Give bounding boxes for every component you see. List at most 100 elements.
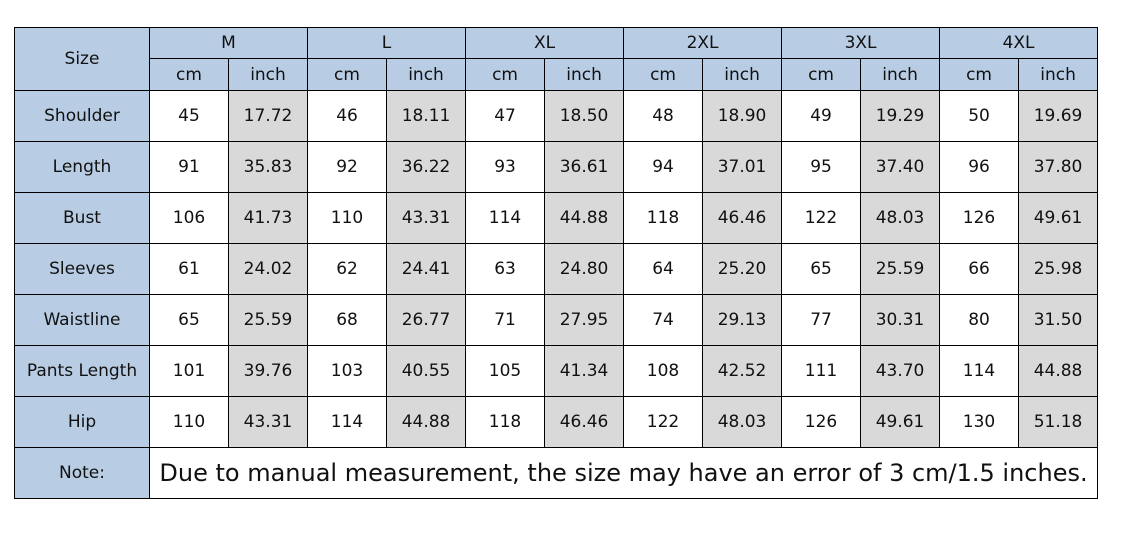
cell: 45 (149, 90, 229, 142)
cell: 29.13 (702, 294, 783, 346)
note-row: Note: Due to manual measurement, the size… (14, 447, 1099, 499)
size-header: Size (14, 27, 150, 91)
cell: 51.18 (1018, 396, 1099, 448)
measure-row: Waistline 65 25.59 68 26.77 71 27.95 74 29.13 77 3… (14, 294, 1099, 346)
cell: 96 (939, 141, 1020, 193)
cell: 126 (781, 396, 862, 448)
unit-label: inch (702, 58, 783, 91)
size-name: 3XL (781, 27, 941, 59)
row-label: Shoulder (14, 90, 150, 142)
size-name: XL (465, 27, 625, 59)
cell: 48 (623, 90, 704, 142)
unit-row: cm inch cm inch cm inch cm inch cm inch cm inch (15, 58, 1099, 91)
size-name: 2XL (623, 27, 783, 59)
cell: 43.31 (227, 396, 309, 448)
cell: 26.77 (386, 294, 467, 346)
cell: 48.03 (702, 396, 783, 448)
cell: 92 (307, 141, 388, 193)
cell: 48.03 (860, 192, 941, 244)
unit-label: cm (149, 58, 229, 91)
cell: 114 (465, 192, 546, 244)
cell: 37.01 (702, 141, 783, 193)
row-label: Pants Length (14, 345, 150, 397)
cell: 103 (307, 345, 388, 397)
cell: 46.46 (544, 396, 625, 448)
cell: 49 (781, 90, 862, 142)
unit-label: cm (465, 58, 546, 91)
cell: 93 (465, 141, 546, 193)
cell: 118 (623, 192, 704, 244)
cell: 42.52 (702, 345, 783, 397)
cell: 108 (623, 345, 704, 397)
cell: 64 (623, 243, 704, 295)
measure-row: Length 91 35.83 92 36.22 93 36.61 94 37.01 95 37.4… (14, 141, 1099, 193)
size-name: L (307, 27, 467, 59)
note-label: Note: (14, 447, 150, 499)
cell: 80 (939, 294, 1020, 346)
cell: 30.31 (860, 294, 941, 346)
cell: 101 (149, 345, 229, 397)
cell: 62 (307, 243, 388, 295)
cell: 36.61 (544, 141, 625, 193)
cell: 106 (149, 192, 229, 244)
header-row: Size M L XL 2XL 3XL 4XL (14, 27, 1099, 91)
cell: 111 (781, 345, 862, 397)
cell: 18.90 (702, 90, 783, 142)
cell: 94 (623, 141, 704, 193)
cell: 114 (307, 396, 388, 448)
measure-row: Pants Length 101 39.76 103 40.55 105 41.34 108 4… (14, 345, 1099, 397)
cell: 41.73 (227, 192, 309, 244)
cell: 25.20 (702, 243, 783, 295)
cell: 126 (939, 192, 1020, 244)
cell: 43.70 (860, 345, 941, 397)
measure-row: Shoulder 45 17.72 46 18.11 47 18.50 48 18.90 49 19… (14, 90, 1099, 142)
cell: 19.29 (860, 90, 941, 142)
cell: 35.83 (227, 141, 309, 193)
cell: 44.88 (544, 192, 625, 244)
cell: 18.50 (544, 90, 625, 142)
cell: 24.80 (544, 243, 625, 295)
cell: 25.59 (227, 294, 309, 346)
cell: 63 (465, 243, 546, 295)
unit-label: inch (860, 58, 941, 91)
cell: 46.46 (702, 192, 783, 244)
cell: 61 (149, 243, 229, 295)
cell: 27.95 (544, 294, 625, 346)
measure-row: Bust 106 41.73 110 43.31 114 44.88 118 46.46 122 4… (14, 192, 1099, 244)
cell: 118 (465, 396, 546, 448)
cell: 71 (465, 294, 546, 346)
unit-label: cm (307, 58, 388, 91)
cell: 65 (781, 243, 862, 295)
cell: 77 (781, 294, 862, 346)
cell: 24.02 (227, 243, 309, 295)
cell: 36.22 (386, 141, 467, 193)
cell: 49.61 (1018, 192, 1099, 244)
unit-label: inch (227, 58, 309, 91)
size-name: 4XL (939, 27, 1099, 59)
cell: 41.34 (544, 345, 625, 397)
cell: 65 (149, 294, 229, 346)
row-label: Bust (14, 192, 150, 244)
cell: 47 (465, 90, 546, 142)
cell: 40.55 (386, 345, 467, 397)
unit-label: cm (781, 58, 862, 91)
cell: 37.80 (1018, 141, 1099, 193)
unit-label: cm (939, 58, 1020, 91)
cell: 18.11 (386, 90, 467, 142)
cell: 25.59 (860, 243, 941, 295)
cell: 105 (465, 345, 546, 397)
cell: 114 (939, 345, 1020, 397)
unit-label: inch (386, 58, 467, 91)
cell: 39.76 (227, 345, 309, 397)
measure-row: Sleeves 61 24.02 62 24.41 63 24.80 64 25.20 65 25.… (14, 243, 1099, 295)
cell: 91 (149, 141, 229, 193)
cell: 17.72 (227, 90, 309, 142)
cell: 122 (623, 396, 704, 448)
cell: 50 (939, 90, 1020, 142)
cell: 25.98 (1018, 243, 1099, 295)
cell: 122 (781, 192, 862, 244)
cell: 130 (939, 396, 1020, 448)
cell: 110 (149, 396, 229, 448)
cell: 66 (939, 243, 1020, 295)
